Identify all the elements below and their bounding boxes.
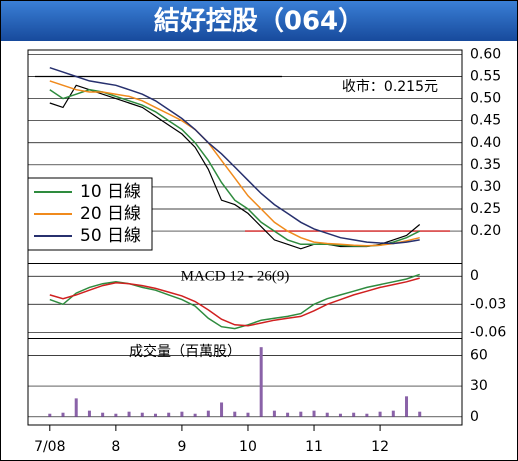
y-tick-label: -0.06 — [470, 324, 506, 340]
title-bar — [1, 1, 517, 41]
volume-bar — [286, 412, 290, 417]
panel-title: MACD 12 - 26(9) — [181, 268, 290, 284]
series-line — [49, 277, 420, 327]
volume-bar — [246, 412, 250, 417]
volume-bar — [312, 410, 316, 417]
volume-bar — [127, 411, 131, 417]
volume-bar — [153, 413, 157, 417]
x-tick-label: 12 — [371, 439, 389, 455]
volume-bar — [206, 410, 210, 417]
y-tick-label: 0 — [470, 409, 479, 425]
volume-bar — [48, 413, 52, 417]
y-tick-label: 0.35 — [470, 157, 501, 173]
y-tick-label: 0.55 — [470, 69, 501, 85]
legend-label: 20 日線 — [80, 204, 141, 224]
volume-bar — [114, 413, 118, 417]
volume-bar — [167, 412, 171, 417]
volume-bar — [87, 410, 91, 417]
volume-bar — [259, 347, 263, 417]
y-tick-label: 0.25 — [470, 201, 501, 217]
volume-bar — [61, 412, 65, 417]
series-line — [49, 273, 420, 330]
volume-bar — [378, 411, 382, 417]
y-tick-label: 0.60 — [470, 46, 501, 62]
legend-label: 50 日線 — [80, 226, 141, 246]
volume-bar — [140, 412, 144, 417]
legend-label: 10 日線 — [80, 182, 141, 202]
x-tick-label: 8 — [111, 439, 120, 455]
y-tick-label: 0.30 — [470, 179, 501, 195]
series-line — [49, 66, 420, 245]
volume-bar — [233, 411, 237, 417]
y-tick-label: 30 — [470, 378, 488, 394]
x-tick-label: 9 — [177, 439, 186, 455]
volume-bar — [299, 411, 303, 417]
y-tick-label: -0.03 — [470, 296, 506, 312]
volume-bar — [418, 411, 422, 417]
volume-bar — [338, 413, 342, 417]
volume-bar — [325, 412, 329, 417]
volume-bar — [365, 413, 369, 417]
x-tick-label: 10 — [239, 439, 257, 455]
annotation: 收市：0.215元 — [342, 78, 438, 95]
series-line — [49, 80, 420, 247]
volume-bar — [220, 402, 224, 417]
y-tick-label: 0.40 — [470, 135, 501, 151]
volume-bar — [180, 411, 184, 417]
volume-bar — [74, 398, 78, 417]
y-tick-label: 60 — [470, 347, 488, 363]
volume-bar — [101, 412, 105, 417]
page-title: 結好控股（064） — [154, 6, 364, 37]
panel-title: 成交量（百萬股） — [129, 343, 241, 360]
volume-bar — [193, 413, 197, 417]
y-tick-label: 0 — [470, 268, 479, 284]
y-tick-label: 0.20 — [470, 223, 501, 239]
y-tick-label: 0.50 — [470, 91, 501, 107]
x-tick-label: 7/08 — [34, 439, 65, 455]
volume-bar — [405, 396, 409, 417]
volume-bar — [391, 410, 395, 417]
y-tick-label: 0.45 — [470, 113, 501, 129]
volume-bar — [272, 410, 276, 417]
volume-bar — [352, 412, 356, 417]
x-tick-label: 11 — [305, 439, 323, 455]
